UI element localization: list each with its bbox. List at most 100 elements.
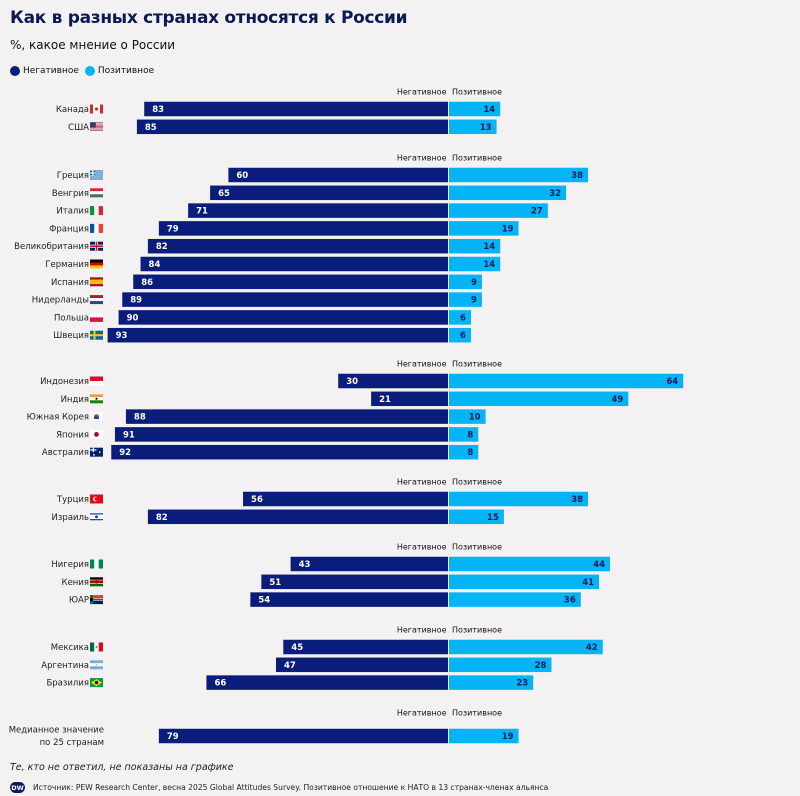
- footnote: Те, кто не ответил, не показаны на графи…: [10, 762, 234, 773]
- data-label-negative: 66: [214, 679, 226, 689]
- bar-positive: [449, 203, 548, 218]
- bar-positive: [449, 327, 471, 343]
- flag-icon: [90, 295, 103, 305]
- bar-negative: [133, 274, 449, 290]
- row-label: Франция: [49, 224, 89, 234]
- chart-subtitle: %, какое мнение о России: [10, 38, 176, 52]
- flag-icon: [90, 330, 103, 340]
- data-label-positive: 19: [502, 224, 514, 234]
- flag-icon: [90, 595, 103, 605]
- axis-header-positive: Позитивное: [452, 88, 502, 97]
- data-label-negative: 56: [251, 495, 263, 505]
- data-label-negative: 85: [145, 123, 157, 133]
- data-label-negative: 45: [291, 643, 303, 653]
- bar-positive: [449, 556, 611, 572]
- axis-header-negative: Негативное: [397, 88, 447, 97]
- bar-positive: [449, 256, 501, 272]
- data-label-negative: 86: [141, 278, 153, 288]
- row-label: по 25 странам: [40, 738, 104, 748]
- row-label: Испания: [51, 278, 89, 288]
- flag-icon: [90, 312, 103, 322]
- data-label-positive: 36: [564, 596, 576, 606]
- bar-negative: [158, 728, 449, 744]
- row-label: Медианное значение: [9, 726, 104, 736]
- axis-header-negative: Негативное: [397, 709, 447, 718]
- bar-negative: [243, 491, 448, 507]
- flag-icon: [90, 188, 103, 198]
- bar-positive: [449, 427, 479, 442]
- data-label-negative: 43: [299, 560, 311, 570]
- flag-icon: [90, 259, 103, 269]
- bar-positive: [449, 185, 567, 201]
- flag-icon: [90, 429, 103, 439]
- flag-icon: [90, 642, 103, 652]
- axis-header-positive: Позитивное: [452, 478, 502, 487]
- row-label: Турция: [56, 495, 89, 505]
- flag-icon: [90, 122, 103, 131]
- data-label-positive: 19: [502, 732, 514, 742]
- data-label-negative: 51: [269, 578, 281, 588]
- bar-positive: [449, 292, 482, 307]
- data-label-positive: 41: [582, 578, 594, 588]
- bar-positive: [449, 675, 534, 690]
- data-label-positive: 6: [460, 331, 466, 341]
- bar-negative: [275, 657, 448, 673]
- axis-header-positive: Позитивное: [452, 360, 502, 369]
- bar-negative: [118, 310, 448, 325]
- flag-icon: [90, 577, 103, 587]
- data-label-positive: 9: [471, 296, 477, 306]
- row-label: Италия: [56, 207, 89, 217]
- legend-label-negative: Негативное: [23, 66, 79, 76]
- bar-negative: [188, 203, 448, 218]
- flag-icon: [90, 223, 103, 233]
- axis-header-positive: Позитивное: [452, 543, 502, 552]
- bar-negative: [125, 409, 449, 424]
- data-label-negative: 60: [236, 171, 248, 181]
- data-label-negative: 89: [130, 296, 142, 306]
- bar-positive: [449, 167, 589, 183]
- bar-negative: [140, 256, 448, 272]
- data-label-positive: 14: [483, 105, 495, 115]
- legend-item-positive: Позитивное: [84, 66, 155, 76]
- flag-icon: [90, 412, 103, 422]
- source-text: Источник: PEW Research Center, весна 202…: [33, 783, 549, 792]
- data-label-positive: 38: [571, 171, 583, 181]
- row-label: Швеция: [53, 331, 89, 341]
- data-label-negative: 65: [218, 189, 230, 199]
- flag-icon: [90, 660, 103, 670]
- chart-title: Как в разных странах относятся к России: [10, 8, 408, 28]
- bar-negative: [283, 639, 448, 655]
- data-label-positive: 28: [535, 661, 547, 671]
- data-label-positive: 38: [571, 495, 583, 505]
- row-label: Венгрия: [52, 189, 89, 199]
- axis-header-negative: Негативное: [397, 478, 447, 487]
- row-label: Южная Корея: [27, 413, 89, 423]
- bar-negative: [111, 444, 448, 460]
- data-label-positive: 14: [483, 260, 495, 270]
- data-label-negative: 88: [134, 413, 146, 423]
- flag-icon: [90, 277, 103, 287]
- flag-icon: [90, 678, 103, 688]
- data-label-positive: 9: [471, 278, 477, 288]
- data-label-positive: 49: [611, 395, 623, 405]
- row-label: Австралия: [42, 448, 89, 458]
- bar-negative: [206, 675, 448, 690]
- bar-negative: [338, 373, 448, 389]
- flag-icon: [90, 241, 103, 251]
- bar-negative: [228, 167, 448, 183]
- data-label-negative: 93: [116, 331, 128, 341]
- bar-positive: [449, 221, 519, 236]
- bar-positive: [449, 509, 504, 525]
- data-label-negative: 54: [258, 596, 270, 606]
- bar-positive: [449, 657, 552, 673]
- row-label: Бразилия: [46, 679, 89, 689]
- bar-negative: [261, 574, 448, 590]
- bar-positive: [449, 592, 581, 607]
- legend-label-positive: Позитивное: [97, 66, 155, 76]
- flag-icon: [90, 447, 103, 457]
- legend-swatch-negative: [10, 66, 20, 76]
- row-label: Япония: [56, 430, 89, 440]
- bar-positive: [449, 310, 471, 325]
- data-label-positive: 8: [467, 448, 473, 458]
- source-line: DW Источник: PEW Research Center, весна …: [10, 782, 548, 793]
